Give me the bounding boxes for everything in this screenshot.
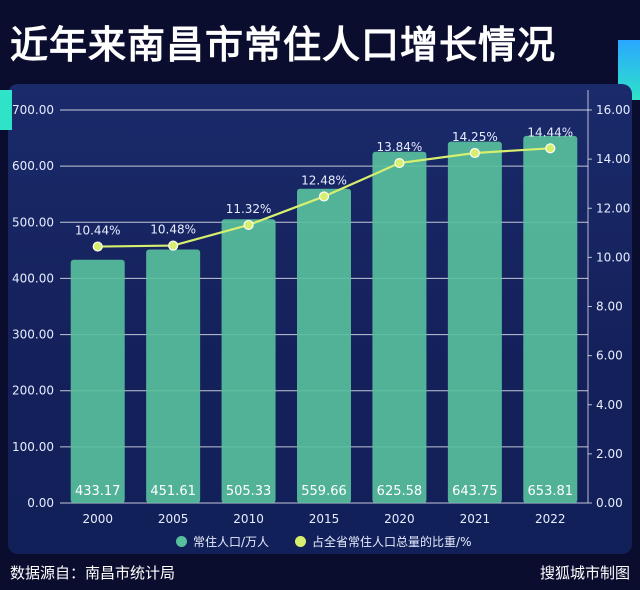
- y-left-tick-label: 700.00: [12, 103, 54, 117]
- y-left-tick-label: 300.00: [12, 328, 54, 342]
- x-tick-label: 2010: [233, 512, 264, 526]
- ratio-data-label: 13.84%: [377, 140, 423, 154]
- ratio-point: [92, 241, 103, 252]
- ratio-line: 10.44% 10.48% 11.32% 12.48% 13.84% 14.25% 14.4…: [75, 125, 573, 252]
- x-tick-label: 2021: [460, 512, 491, 526]
- bar-value-label: 505.33: [226, 484, 272, 499]
- y-left-tick-label: 500.00: [12, 215, 54, 229]
- ratio-point: [545, 143, 556, 154]
- y-right-tick-label: 16.00: [596, 103, 630, 117]
- y-right-tick-label: 14.00: [596, 152, 630, 166]
- y-left-tick-label: 600.00: [12, 159, 54, 173]
- x-tick-label: 2000: [82, 512, 113, 526]
- bar: [523, 135, 578, 504]
- ratio-data-label: 14.25%: [452, 130, 498, 144]
- x-axis: 2000 2005 2010 2015 2020 2021 2022: [82, 512, 565, 526]
- y-left-tick-label: 0.00: [27, 496, 54, 510]
- y-right-tick-label: 12.00: [596, 201, 630, 215]
- legend-line-marker: [295, 535, 307, 547]
- y-right-tick-label: 8.00: [596, 300, 623, 314]
- x-tick-label: 2005: [158, 512, 189, 526]
- legend-item-population[interactable]: 常住人口/万人: [176, 533, 269, 550]
- bar-value-label: 653.81: [528, 484, 574, 499]
- y-right-tick-label: 0.00: [596, 496, 623, 510]
- bar: [372, 151, 427, 504]
- credit: 搜狐城市制图: [539, 564, 630, 582]
- ratio-data-label: 12.48%: [301, 173, 347, 187]
- legend-bar-marker: [176, 535, 187, 547]
- bar-value-label: 625.58: [377, 484, 423, 499]
- bar-value-label: 643.75: [452, 484, 498, 499]
- data-source: 数据源自：南昌市统计局: [10, 564, 176, 582]
- ratio-point: [469, 147, 480, 159]
- ratio-data-label: 11.32%: [226, 202, 272, 216]
- bar: [146, 249, 201, 503]
- y-axis-left: 0.00 100.00 200.00 300.00 400.00 500.00 600.00…: [12, 103, 54, 510]
- bar: [297, 188, 351, 503]
- legend-label-ratio: 占全省常住人口总量的比重/%: [312, 534, 472, 549]
- ratio-data-label: 14.44%: [527, 125, 573, 139]
- ratio-point: [394, 157, 405, 169]
- ratio-point: [318, 191, 330, 202]
- footer-bar: [0, 554, 640, 590]
- bar: [447, 141, 502, 503]
- bar: [70, 259, 125, 503]
- y-left-tick-label: 100.00: [12, 440, 54, 454]
- bars: [70, 135, 578, 504]
- ratio-point: [243, 219, 254, 231]
- bar-value-label: 433.17: [75, 484, 121, 499]
- y-right-tick-label: 4.00: [596, 398, 623, 412]
- ratio-data-label: 10.48%: [150, 223, 196, 237]
- page-title: 近年来南昌市常住人口增长情况: [10, 23, 557, 67]
- bar-value-labels: 433.17 451.61 505.33 559.66 625.58 643.75 653.…: [75, 484, 573, 499]
- ratio-data-label: 10.44%: [75, 224, 121, 238]
- ratio-point: [168, 240, 179, 251]
- legend-label-population: 常住人口/万人: [193, 534, 270, 549]
- decorative-accent-left: [0, 90, 12, 130]
- y-right-tick-label: 2.00: [596, 447, 623, 461]
- y-right-tick-label: 6.00: [596, 349, 623, 363]
- legend-item-ratio[interactable]: 占全省常住人口总量的比重/%: [295, 533, 472, 550]
- legend: 常住人口/万人 占全省常住人口总量的比重/%: [176, 532, 472, 550]
- y-axis-right: 0.00 2.00 4.00 6.00 8.00 10.00 12.00 14.00 16.00: [587, 90, 630, 510]
- y-left-tick-label: 200.00: [12, 384, 54, 398]
- bar: [221, 219, 276, 503]
- bar-value-label: 559.66: [301, 484, 347, 499]
- x-tick-label: 2015: [309, 512, 340, 526]
- y-left-tick-label: 400.00: [12, 271, 54, 285]
- x-tick-label: 2020: [384, 512, 415, 526]
- y-right-tick-label: 10.00: [596, 250, 630, 264]
- bar-value-label: 451.61: [150, 484, 196, 499]
- x-tick-label: 2022: [535, 512, 566, 526]
